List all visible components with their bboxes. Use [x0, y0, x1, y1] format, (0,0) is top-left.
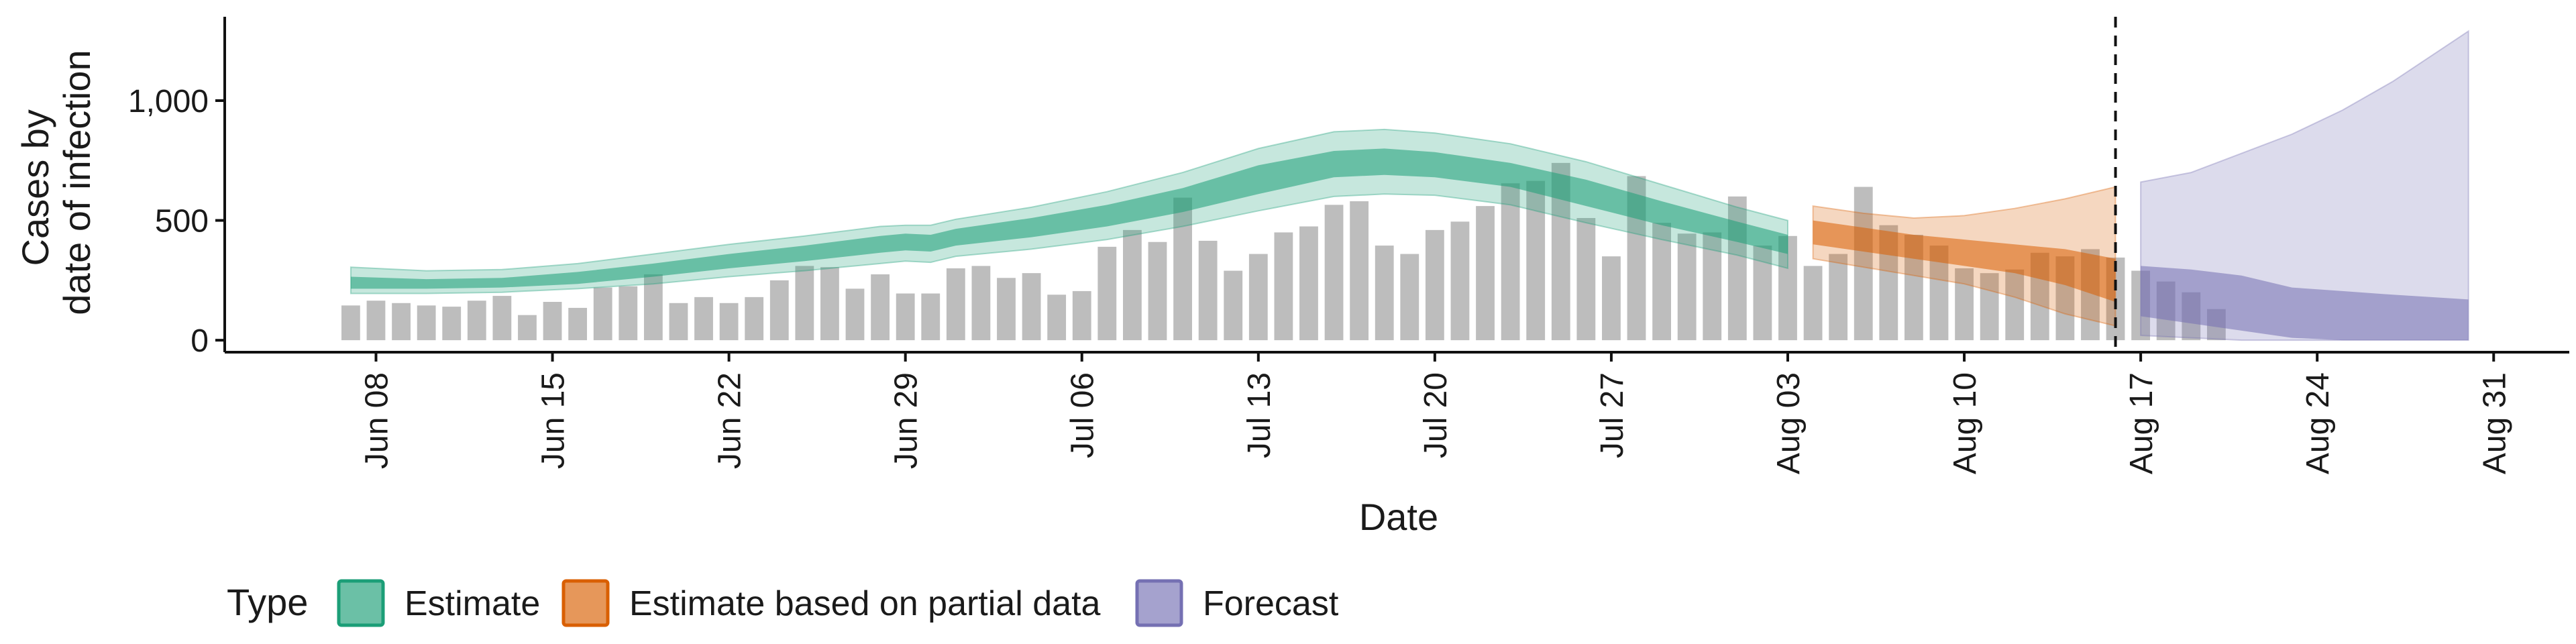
bar: [694, 297, 713, 341]
bar: [1425, 229, 1444, 341]
bar: [1829, 254, 1848, 341]
bar: [1677, 233, 1697, 341]
bar: [1198, 240, 1218, 341]
bar: [366, 301, 386, 341]
x-tick-label: Jun 08: [359, 372, 394, 469]
legend-swatch: [561, 579, 610, 627]
bar: [669, 303, 688, 341]
bar: [1375, 246, 1394, 341]
bar: [820, 267, 839, 341]
legend-label: Estimate: [405, 584, 540, 623]
series-0-inner-band: [350, 148, 1788, 289]
bar: [1022, 273, 1041, 341]
bar: [1602, 256, 1621, 341]
bar: [1248, 254, 1268, 341]
bar: [1955, 268, 1974, 341]
bar: [1274, 232, 1293, 341]
bar: [593, 287, 612, 341]
bar: [341, 305, 360, 341]
series-2-inner-band: [2141, 266, 2469, 341]
bar: [795, 266, 814, 341]
bar: [1576, 218, 1596, 341]
bar: [619, 286, 638, 341]
bar: [1501, 183, 1520, 341]
bar: [1097, 246, 1117, 341]
bar: [417, 305, 436, 341]
legend-title: Type: [227, 581, 308, 623]
bar: [896, 293, 915, 341]
bar: [946, 268, 965, 341]
bar: [1526, 180, 1546, 341]
bar: [568, 307, 588, 341]
bar: [1753, 246, 1772, 341]
axes-layer: 0 500 1,000 Jun 08 Jun 15 Jun 22 Jun 29 Jul 06…: [128, 17, 2569, 474]
bar: [1299, 226, 1318, 341]
bar: [1148, 241, 1167, 341]
bar: [543, 302, 562, 341]
bar: [719, 303, 739, 341]
y-tick-label: 0: [191, 323, 209, 359]
bar: [442, 307, 462, 341]
bar: [643, 274, 663, 341]
bar: [1803, 266, 1823, 341]
x-tick-label: Jun 29: [889, 372, 924, 469]
bar: [1450, 221, 1470, 341]
bands-layer: [350, 30, 2469, 341]
bar: [1072, 290, 1091, 341]
bar: [1703, 232, 1722, 341]
x-tick-label: Jun 22: [712, 372, 748, 469]
bar: [392, 303, 411, 341]
y-axis-title-line-2: date of infection: [56, 50, 98, 315]
plot-area: [341, 17, 2469, 352]
legend-items: Estimate Estimate based on partial data Fo…: [337, 579, 1339, 627]
bar: [1173, 197, 1192, 341]
x-tick-label: Jul 13: [1242, 372, 1277, 458]
x-tick-label: Aug 31: [2477, 372, 2512, 474]
bars-layer: [341, 162, 2226, 341]
x-tick-label: Aug 24: [2300, 372, 2336, 474]
legend-label: Forecast: [1203, 584, 1339, 623]
legend-swatch: [1135, 579, 1183, 627]
bar: [1047, 294, 1067, 341]
y-tick-label: 500: [155, 204, 209, 239]
x-tick-label: Jul 20: [1418, 372, 1454, 458]
x-tick-label: Jun 15: [536, 372, 572, 469]
x-tick-label: Jul 27: [1595, 372, 1630, 458]
x-tick-label: Aug 10: [1947, 372, 1983, 474]
bar: [1400, 254, 1419, 341]
y-axis-title-line-1: Cases by: [14, 109, 56, 266]
x-tick-label: Aug 17: [2124, 372, 2159, 474]
legend: Type Estimate Estimate based on partial d…: [227, 579, 1339, 627]
y-tick-label: 1,000: [128, 84, 209, 119]
bar: [745, 297, 764, 341]
series-1-inner-band: [1813, 220, 2116, 302]
y-ticks: 0 500 1,000: [128, 84, 225, 359]
bar: [921, 293, 941, 341]
bar: [1224, 270, 1243, 341]
bar: [971, 266, 991, 341]
bar: [518, 315, 537, 341]
bar: [1980, 273, 1999, 341]
bar: [1652, 223, 1672, 341]
legend-label: Estimate based on partial data: [629, 584, 1101, 623]
bar: [997, 278, 1016, 341]
bar: [1350, 201, 1369, 341]
bar: [845, 288, 865, 341]
bar: [871, 274, 890, 341]
x-tick-label: Aug 03: [1771, 372, 1807, 474]
bar: [1122, 229, 1142, 341]
bar: [1324, 205, 1344, 341]
bar: [2005, 269, 2025, 341]
x-axis-title: Date: [1359, 496, 1438, 538]
x-tick-label: Jul 06: [1065, 372, 1101, 458]
legend-swatch: [337, 579, 385, 627]
bar: [1854, 186, 1873, 341]
bar: [467, 301, 486, 341]
bar: [1476, 206, 1495, 341]
bar: [769, 280, 789, 341]
x-ticks: Jun 08 Jun 15 Jun 22 Jun 29 Jul 06 Jul 13 Jul …: [359, 352, 2512, 474]
bar: [492, 296, 512, 341]
y-axis-title: Cases by date of infection: [14, 50, 98, 315]
